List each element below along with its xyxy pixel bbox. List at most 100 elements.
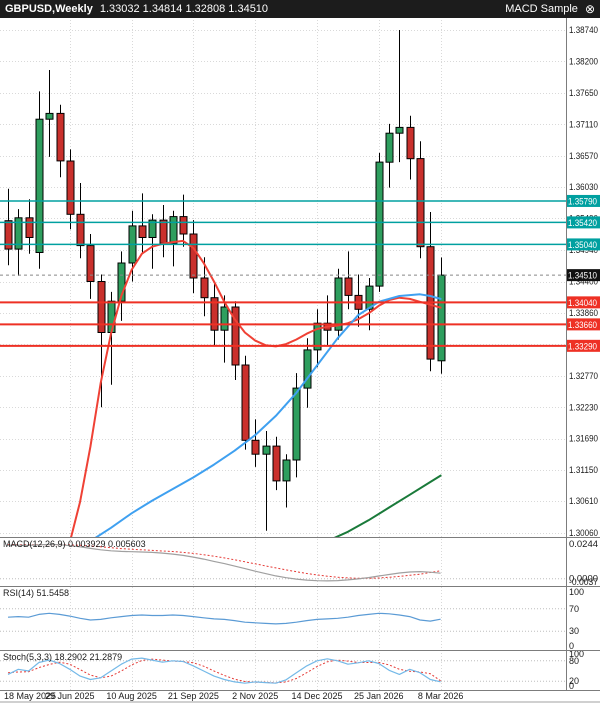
- bull-candle-body: [313, 322, 322, 351]
- support-price-box[interactable]: [566, 318, 600, 331]
- bull-candle-body: [169, 216, 178, 244]
- price-axis-label: 1.30610: [569, 496, 598, 506]
- macd-signal-line: [8, 544, 441, 579]
- bull-candle-body: [375, 161, 384, 287]
- bear-candle-body: [56, 112, 65, 162]
- bear-candle-body: [86, 245, 95, 283]
- date-axis-label: 10 Aug 2025: [106, 691, 157, 701]
- rsi-axis-label: 0: [569, 641, 574, 651]
- bull-candle-body: [14, 217, 23, 250]
- support-price-box[interactable]: [566, 296, 600, 309]
- bear-candle-body: [416, 158, 425, 248]
- support-price-box-label: 1.33660: [568, 320, 597, 330]
- bull-candle-body: [262, 445, 271, 455]
- rsi-axis-label: 30: [569, 626, 579, 636]
- macd-axis-label: -0.0037: [569, 577, 598, 587]
- bull-candle-body: [107, 300, 116, 334]
- bull-candle-body: [292, 387, 301, 461]
- bear-candle-body: [200, 277, 209, 299]
- date-axis-label: 14 Dec 2025: [291, 691, 342, 701]
- bear-candle-body: [159, 219, 168, 244]
- rsi-axis-label: 100: [569, 587, 584, 597]
- price-axis-label: 1.33860: [569, 308, 598, 318]
- support-price-box-label: 1.34040: [568, 298, 597, 308]
- date-axis-label: 29 Jun 2025: [45, 691, 95, 701]
- macd-main-line: [7, 543, 441, 582]
- support-price-box-label: 1.33290: [568, 341, 597, 351]
- date-axis-label: 2 Nov 2025: [232, 691, 278, 701]
- expert-close-icon[interactable]: ⊗: [584, 2, 595, 16]
- moving-averages-layer: [70, 239, 442, 537]
- date-axis-label: 8 Mar 2026: [418, 691, 464, 701]
- bull-candle-body: [282, 459, 291, 482]
- bear-candle-body: [25, 217, 34, 239]
- macd-axis-label: 0.0000: [569, 574, 598, 584]
- price-axis-label: 1.36570: [569, 151, 598, 161]
- price-axis-label: 1.34400: [569, 277, 598, 287]
- bear-candle-body: [241, 364, 250, 441]
- price-axis-label: 1.38740: [569, 25, 598, 35]
- stoch-main-line: [7, 657, 441, 684]
- price-axis-label: 1.32230: [569, 402, 598, 412]
- rsi-layer: [7, 612, 441, 625]
- resistance-price-box[interactable]: [566, 238, 600, 251]
- ma-fast-red: [70, 239, 442, 537]
- bear-candle-body: [406, 126, 415, 160]
- current-price-box-label: 1.34510: [568, 271, 597, 281]
- bear-candle-body: [97, 281, 106, 333]
- price-axis-label: 1.30060: [569, 528, 598, 538]
- support-price-box[interactable]: [566, 339, 600, 352]
- ohlc-readout: 1.33032 1.34814 1.32808 1.34510: [99, 3, 269, 15]
- stoch-axis-label: 0: [569, 681, 574, 691]
- bull-candle-body: [303, 349, 312, 389]
- bear-candle-body: [189, 233, 198, 279]
- bear-candle-body: [66, 160, 75, 215]
- date-axis-label: 21 Sep 2025: [168, 691, 219, 701]
- bull-candle-body: [365, 285, 374, 310]
- rsi-indicator-label: RSI(14) 51.5458: [3, 588, 69, 598]
- ma-slow-green: [333, 474, 442, 537]
- bull-candle-body: [117, 262, 126, 302]
- rsi-axis-label: 70: [569, 604, 579, 614]
- resistance-price-box-label: 1.35040: [568, 240, 597, 250]
- bull-candle-body: [385, 132, 394, 163]
- bull-candle-body: [334, 277, 343, 331]
- bear-candle-body: [231, 306, 240, 366]
- bull-candle-body: [437, 274, 446, 362]
- bear-candle-body: [210, 297, 219, 331]
- bear-candle-body: [4, 220, 13, 250]
- stoch-indicator-label: Stoch(5,3,3) 18.2902 21.2879: [3, 652, 122, 662]
- rsi-main-line: [7, 612, 441, 625]
- chart-title-bar: GBPUSD,Weekly 1.33032 1.34814 1.32808 1.…: [0, 0, 600, 18]
- price-axis-label: 1.36030: [569, 182, 598, 192]
- bear-candle-body: [272, 445, 281, 482]
- resistance-price-box-label: 1.35790: [568, 196, 597, 206]
- macd-layer: [7, 543, 441, 582]
- chart-background: [0, 18, 600, 703]
- macd-axis-label: 0.0244: [569, 539, 598, 549]
- bull-candle-body: [45, 112, 54, 120]
- resistance-price-box-label: 1.35420: [568, 218, 597, 228]
- ma-mid-blue: [94, 293, 442, 537]
- symbol-timeframe-label: GBPUSD,Weekly: [5, 3, 93, 15]
- resistance-price-box[interactable]: [566, 194, 600, 207]
- bear-candle-body: [76, 213, 85, 247]
- expert-advisor-name: MACD Sample: [505, 3, 578, 15]
- bull-candle-body: [395, 126, 404, 134]
- resistance-price-box[interactable]: [566, 216, 600, 229]
- price-chart-canvas[interactable]: 1.38740 1.38200 1.37650 1.37110 1.36570 1.360…: [0, 18, 600, 703]
- stoch-axis-label: 80: [569, 656, 579, 666]
- price-axis-label: 1.32770: [569, 371, 598, 381]
- bull-candle-body: [35, 118, 44, 253]
- macd-indicator-label: MACD(12,26,9) 0.003929 0.005603: [3, 539, 146, 549]
- stoch-axis-label: 100: [569, 649, 584, 659]
- bear-candle-body: [138, 225, 147, 238]
- current-price-box[interactable]: [566, 269, 600, 282]
- bull-candle-body: [220, 306, 229, 331]
- price-axis-label: 1.31690: [569, 434, 598, 444]
- date-axis-label: 18 May 2025: [4, 691, 56, 701]
- date-axis-label: 25 Jan 2026: [354, 691, 404, 701]
- window-bottom-edge: [0, 701, 600, 703]
- bear-candle-body: [344, 277, 353, 296]
